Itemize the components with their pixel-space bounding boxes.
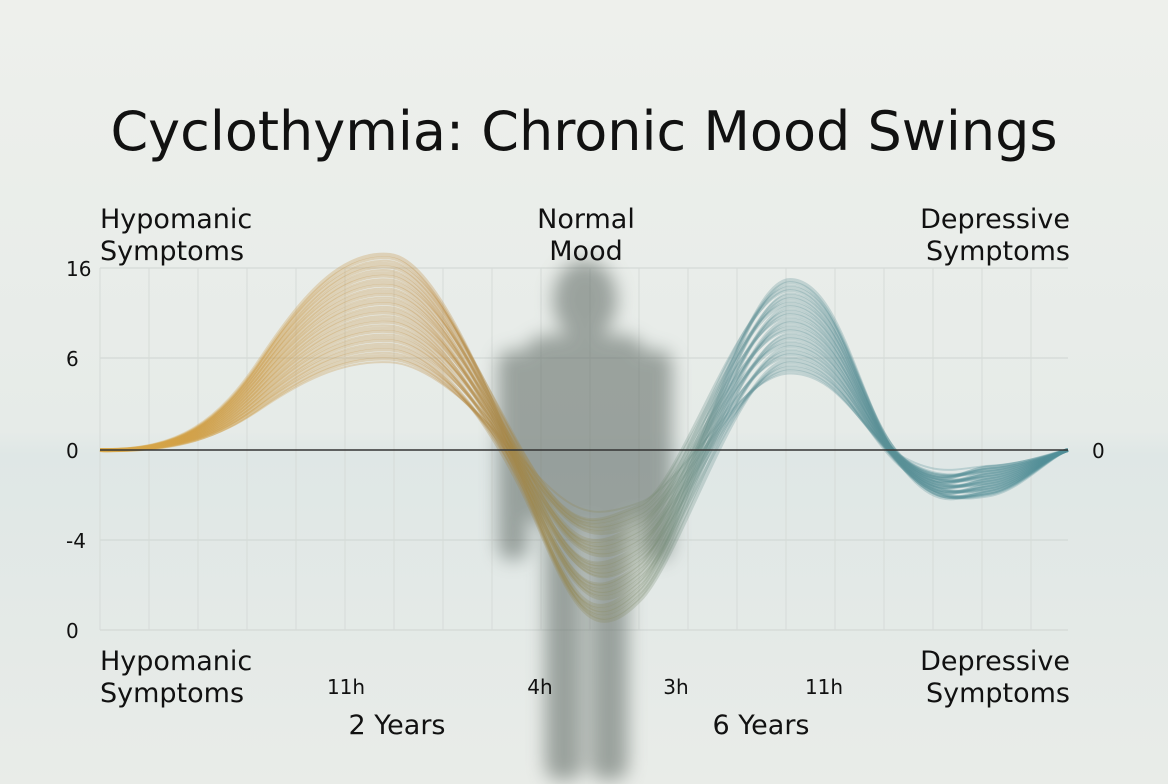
- y-label: 0: [66, 439, 79, 463]
- x-label: 4h: [527, 675, 552, 699]
- label-line: Depressive: [920, 204, 1070, 235]
- label: Depressive Symptoms: [920, 204, 1070, 267]
- y-label: 0: [66, 619, 79, 643]
- wave-strand: [99, 261, 1069, 543]
- x-label: 3h: [663, 675, 688, 699]
- y-label: 16: [66, 257, 91, 281]
- x-label: 11h: [805, 675, 843, 699]
- label-line: Hypomanic: [100, 646, 252, 677]
- label-line: Depressive: [920, 646, 1070, 677]
- label-line: Symptoms: [100, 236, 244, 267]
- right-label: 0: [1092, 439, 1105, 463]
- label-line: Hypomanic: [100, 204, 252, 235]
- label-line: Normal: [537, 204, 635, 235]
- label-line: Mood: [549, 236, 622, 267]
- wave-strand: [99, 361, 1069, 513]
- waves: [99, 252, 1069, 623]
- label: Hypomanic Symptoms: [100, 646, 252, 709]
- title: Cyclothymia: Chronic Mood Swings: [110, 100, 1057, 163]
- silhouette: [498, 260, 672, 780]
- y-label: -4: [66, 529, 86, 553]
- label: Hypomanic Symptoms: [100, 204, 252, 267]
- period-label: 2 Years: [349, 710, 446, 741]
- label-line: Symptoms: [926, 678, 1070, 709]
- x-label: 11h: [327, 675, 365, 699]
- period-label: 6 Years: [713, 710, 810, 741]
- wave-strand: [99, 252, 1069, 608]
- label: Depressive Symptoms: [920, 646, 1070, 709]
- label-line: Symptoms: [926, 236, 1070, 267]
- label-line: Symptoms: [100, 678, 244, 709]
- label: Normal Mood: [537, 204, 635, 267]
- y-label: 6: [66, 347, 79, 371]
